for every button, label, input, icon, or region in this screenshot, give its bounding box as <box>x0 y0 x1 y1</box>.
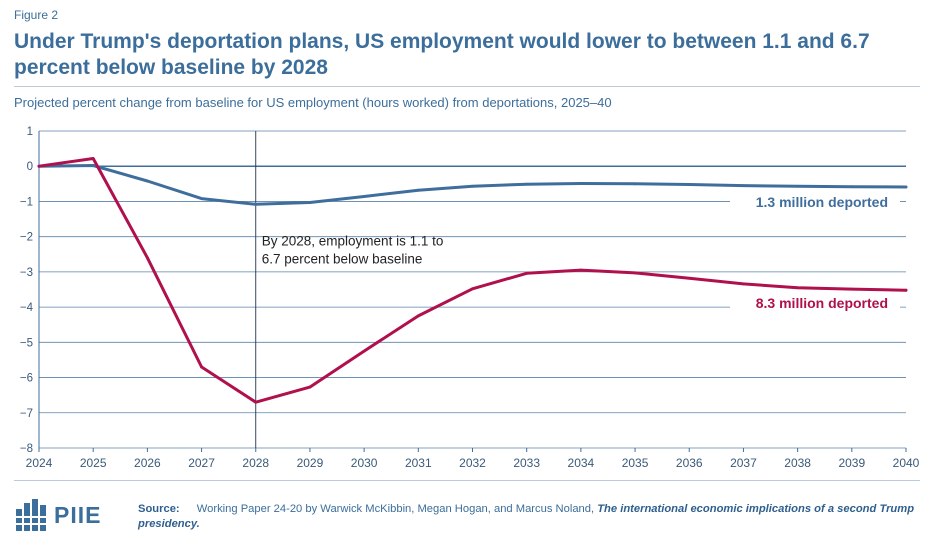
chart-title: Under Trump's deportation plans, US empl… <box>14 30 870 79</box>
chart-subtitle: Projected percent change from baseline f… <box>14 95 612 110</box>
reference-layer: By 2028, employment is 1.1 to 6.7 percent… <box>255 131 444 448</box>
data-point <box>200 365 203 369</box>
data-point <box>742 184 745 187</box>
logo-text: PIIE <box>54 502 102 528</box>
source-text: Working Paper 24-20 by Warwick McKibbin,… <box>196 503 595 515</box>
data-point <box>742 282 745 286</box>
data-point <box>471 287 474 291</box>
data-point <box>850 185 854 189</box>
data-point <box>796 184 800 188</box>
x-tick-label: 2029 <box>297 456 324 470</box>
y-tick-label: −4 <box>20 302 34 314</box>
source-title: The international economic implications … <box>138 503 915 530</box>
series-label: 1.3 million deported <box>756 194 888 210</box>
data-point <box>687 183 691 186</box>
x-tick-label: 2040 <box>893 456 920 470</box>
y-tick-label: −8 <box>20 443 33 455</box>
data-point <box>904 185 908 189</box>
data-point <box>37 164 41 168</box>
data-point <box>145 256 149 260</box>
x-tick-label: 2036 <box>676 456 703 470</box>
y-tick-label: −1 <box>20 196 33 208</box>
footer: PIIE Source: Working Paper 24-20 by Warw… <box>14 493 920 537</box>
data-point <box>579 268 583 272</box>
data-point <box>362 349 366 353</box>
x-tick-label: 2034 <box>568 456 595 470</box>
data-point <box>796 286 800 290</box>
title-divider <box>14 86 920 87</box>
y-tick-label: −7 <box>20 408 33 420</box>
x-tick-label: 2031 <box>405 456 432 470</box>
piie-logo-icon <box>16 499 46 531</box>
y-tick-label: −5 <box>20 337 33 349</box>
x-tick-label: 2030 <box>351 456 378 470</box>
x-tick-label: 2038 <box>784 456 811 470</box>
data-point <box>145 179 149 183</box>
grid-layer <box>38 130 906 449</box>
x-tick-label: 2032 <box>459 456 486 470</box>
label-layer: 1.3 million deported 8.3 million deported <box>730 194 900 312</box>
x-tick-label: 2024 <box>26 456 53 470</box>
data-point <box>308 201 312 204</box>
y-tick-label: −2 <box>20 232 33 244</box>
x-tick-label: 2039 <box>838 456 865 470</box>
data-point <box>579 182 583 185</box>
x-tick-label: 2027 <box>188 456 215 470</box>
data-point <box>416 188 420 192</box>
data-point <box>200 197 203 201</box>
series-label-bg <box>730 294 900 312</box>
y-tick-label: −6 <box>20 373 33 385</box>
line-chart: 10−1−2−3−4−5−6−7−8 2024 2025 2026 2027 2028 2… <box>20 126 920 470</box>
footer-divider <box>14 480 920 481</box>
data-point <box>471 184 474 188</box>
y-tick-label: −3 <box>20 267 33 279</box>
figure-label: Figure 2 <box>14 8 59 22</box>
data-point <box>91 164 95 167</box>
x-tick-label: 2028 <box>242 456 269 470</box>
source-note: Source: Working Paper 24-20 by Warwick M… <box>138 502 918 532</box>
y-tick-label: 1 <box>27 126 33 138</box>
data-point <box>254 202 258 206</box>
x-tick-label: 2035 <box>622 456 649 470</box>
y-axis: 1 0 −1 −2 −3 −4 −5 −6 −7 −8 <box>20 126 34 455</box>
data-point <box>91 157 95 160</box>
data-point <box>362 195 366 198</box>
y-tick-label: 0 <box>27 161 33 173</box>
x-tick-label: 2025 <box>80 456 107 470</box>
data-point <box>687 276 691 280</box>
data-point <box>850 287 854 291</box>
data-point <box>254 400 258 404</box>
data-point <box>633 182 637 186</box>
x-tick-label: 2037 <box>730 456 757 470</box>
data-point <box>633 271 637 275</box>
x-tick-label: 2026 <box>134 456 161 470</box>
x-tick-label: 2033 <box>513 456 540 470</box>
annotation-text: By 2028, employment is 1.1 to <box>262 233 444 248</box>
data-point <box>416 314 420 318</box>
series-label-bg <box>730 194 900 212</box>
series-layer <box>37 157 908 404</box>
data-point <box>525 271 529 275</box>
series-label: 8.3 million deported <box>756 295 888 311</box>
source-label: Source: <box>138 503 180 515</box>
annotation-text: 6.7 percent below baseline <box>262 251 423 266</box>
data-point <box>308 385 312 389</box>
x-axis: 2024 2025 2026 2027 2028 2029 2030 2031 2032 2033… <box>26 448 920 470</box>
data-point <box>525 182 529 186</box>
piie-logo: PIIE <box>14 497 124 533</box>
data-point <box>904 288 908 292</box>
